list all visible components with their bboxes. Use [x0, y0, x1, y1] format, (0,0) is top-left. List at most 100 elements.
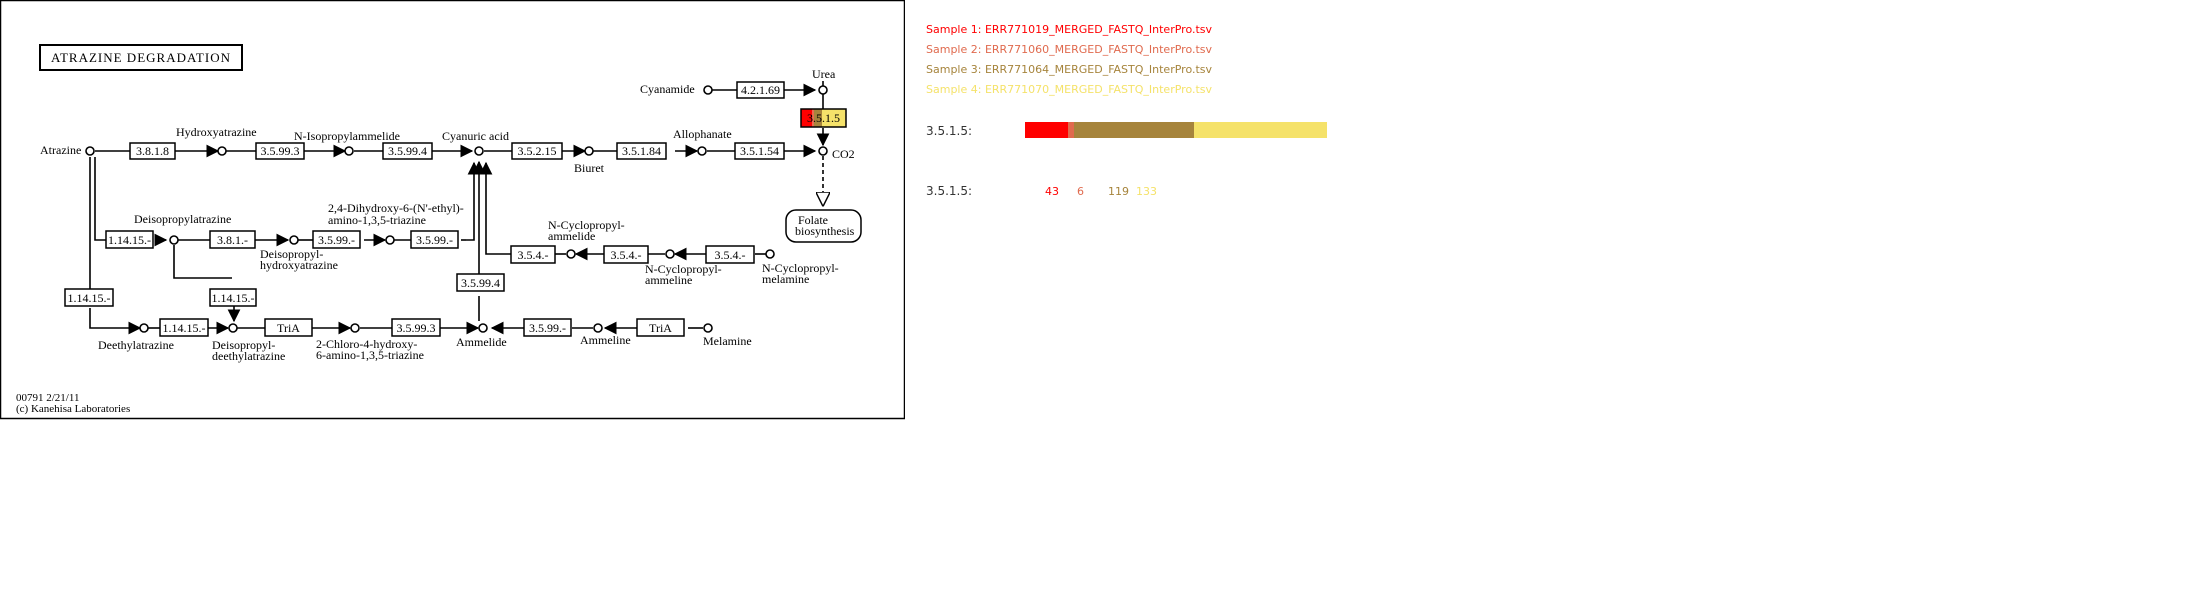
compound-ammeline[interactable]: [593, 323, 603, 333]
compound-labels: Atrazine Hydroxyatrazine N-Isopropylamme…: [40, 67, 855, 363]
label-deisopropylhydroxyatrazine-2: hydroxyatrazine: [260, 258, 338, 272]
label-cyanamide: Cyanamide: [640, 82, 695, 96]
compound-hydroxyatrazine[interactable]: [217, 146, 227, 156]
label-biuret: Biuret: [574, 161, 605, 175]
svg-text:3.5.2.15: 3.5.2.15: [518, 144, 557, 158]
label-ammelide: Ammelide: [456, 335, 507, 349]
svg-text:3.8.1.-: 3.8.1.-: [217, 233, 248, 247]
count-sample-1: 43: [1045, 185, 1059, 198]
enzyme-1-14-15-mid[interactable]: 1.14.15.-: [105, 230, 154, 249]
enzyme-tria-2[interactable]: TriA: [636, 318, 685, 337]
compound-co2[interactable]: [818, 146, 828, 156]
label-n-cyclopropylammeline-2: ammeline: [645, 273, 692, 287]
enzyme-boxes: 3.8.1.8 3.5.99.3 3.5.99.4 3.5.2.15 3.5.1…: [64, 81, 847, 337]
compound-cyanuric-acid[interactable]: [474, 146, 484, 156]
svg-text:3.5.4.-: 3.5.4.-: [518, 248, 549, 262]
label-n-cyclopropylammelide-1: N-Cyclopropyl-: [548, 218, 625, 232]
count-sample-3: 119: [1108, 185, 1129, 198]
abundance-bar-segment-sample-4: [1193, 122, 1327, 138]
compound-chloro-hydroxy-triazine[interactable]: [350, 323, 360, 333]
label-dihydroxy-1: 2,4-Dihydroxy-6-(N'-ethyl)-: [328, 201, 464, 215]
folate-biosynthesis-map-link[interactable]: Folate biosynthesis: [785, 209, 862, 243]
label-allophanate: Allophanate: [673, 127, 732, 141]
sample-1-label: Sample 1: ERR771019_MERGED_FASTQ_InterPr…: [926, 23, 1213, 36]
label-cyanuric-acid: Cyanuric acid: [442, 129, 509, 143]
compound-deisopropylhydroxyatrazine[interactable]: [289, 235, 299, 245]
enzyme-1-14-15-left[interactable]: 1.14.15.-: [64, 288, 114, 307]
enzyme-3-5-4-b[interactable]: 3.5.4.-: [603, 245, 649, 264]
highlight-segment-sample-2: [812, 109, 814, 127]
label-hydroxyatrazine: Hydroxyatrazine: [176, 125, 257, 139]
enzyme-3-5-99-3-top[interactable]: 3.5.99.3: [255, 142, 305, 160]
enzyme-3-5-1-5-highlighted[interactable]: 3.5.1.5: [800, 108, 847, 128]
copyright: (c) Kanehisa Laboratories: [16, 403, 130, 415]
highlight-segment-sample-1: [801, 109, 812, 127]
pathway-map: ATRAZINE DEGRADATION: [0, 0, 905, 420]
compound-allophanate[interactable]: [697, 146, 707, 156]
label-n-cyclopropylmelamine-2: melamine: [762, 272, 809, 286]
enzyme-1-14-15-bot[interactable]: 1.14.15.-: [159, 318, 209, 337]
enzyme-4-2-1-69[interactable]: 4.2.1.69: [736, 81, 785, 99]
svg-text:TriA: TriA: [649, 321, 672, 335]
compound-deethylatrazine[interactable]: [139, 323, 149, 333]
sample-2-label: Sample 2: ERR771060_MERGED_FASTQ_InterPr…: [926, 43, 1213, 56]
compound-n-isopropylammelide[interactable]: [344, 146, 354, 156]
label-ammeline: Ammeline: [580, 333, 631, 347]
svg-text:3.5.99.-: 3.5.99.-: [416, 233, 453, 247]
enzyme-3-5-4-a[interactable]: 3.5.4.-: [510, 245, 556, 264]
compound-biuret[interactable]: [584, 146, 594, 156]
enzyme-3-5-99-4-top[interactable]: 3.5.99.4: [382, 142, 433, 160]
svg-text:3.5.4.-: 3.5.4.-: [611, 248, 642, 262]
svg-text:3.5.99.4: 3.5.99.4: [388, 144, 427, 158]
compound-deisopropylatrazine[interactable]: [169, 235, 179, 245]
label-deisopropyldeethylatrazine-1: Deisopropyl-: [212, 338, 275, 352]
enzyme-3-5-99-a[interactable]: 3.5.99.-: [312, 230, 361, 249]
abundance-bar-segment-sample-3: [1074, 122, 1194, 138]
enzyme-3-5-1-54[interactable]: 3.5.1.54: [734, 142, 785, 160]
compound-cyanamide[interactable]: [703, 85, 713, 95]
label-deisopropyldeethylatrazine-2: deethylatrazine: [212, 349, 285, 363]
enzyme-3-5-2-15[interactable]: 3.5.2.15: [511, 142, 563, 160]
compound-n-cyclopropylmelamine[interactable]: [765, 249, 775, 259]
compound-nodes: [85, 85, 828, 333]
svg-text:3.5.99.3: 3.5.99.3: [397, 321, 436, 335]
enzyme-3-5-99-b[interactable]: 3.5.99.-: [410, 230, 459, 249]
label-co2: CO2: [832, 147, 855, 161]
label-chloro-1: 2-Chloro-4-hydroxy-: [316, 337, 417, 351]
label-n-cyclopropylammeline-1: N-Cyclopropyl-: [645, 262, 722, 276]
enzyme-3-8-1-8[interactable]: 3.8.1.8: [129, 142, 176, 160]
enzyme-3-8-1[interactable]: 3.8.1.-: [209, 230, 256, 249]
compound-n-cyclopropylammelide[interactable]: [566, 249, 576, 259]
count-sample-2: 6: [1077, 185, 1084, 198]
svg-text:1.14.15.-: 1.14.15.-: [68, 291, 111, 305]
enzyme-3-5-4-c[interactable]: 3.5.4.-: [705, 245, 755, 264]
count-sample-4: 133: [1136, 185, 1157, 198]
enzyme-3-5-99-bot[interactable]: 3.5.99.-: [523, 318, 572, 337]
abundance-bar-segment-sample-2: [1068, 122, 1075, 138]
enzyme-1-14-15-mid2[interactable]: 1.14.15.-: [209, 288, 257, 307]
label-deisopropylhydroxyatrazine-1: Deisopropyl-: [260, 247, 323, 261]
compound-n-cyclopropylammeline[interactable]: [665, 249, 675, 259]
label-n-isopropylammelide: N-Isopropylammelide: [294, 129, 400, 143]
svg-text:3.5.99.4: 3.5.99.4: [461, 276, 500, 290]
reaction-lines: [89, 81, 823, 335]
svg-text:3.5.1.54: 3.5.1.54: [740, 144, 779, 158]
abundance-bar-segment-sample-1: [1025, 122, 1069, 138]
svg-text:Folate: Folate: [798, 213, 828, 227]
svg-text:1.14.15.-: 1.14.15.-: [108, 233, 151, 247]
compound-atrazine[interactable]: [85, 146, 95, 156]
compound-urea[interactable]: [818, 85, 828, 95]
compound-dihydroxy-triazine[interactable]: [385, 235, 395, 245]
compound-deisopropyldeethylatrazine[interactable]: [228, 323, 238, 333]
enzyme-3-5-99-3-bot[interactable]: 3.5.99.3: [391, 318, 441, 337]
enzyme-tria-1[interactable]: TriA: [264, 318, 313, 337]
enzyme-3-5-99-4-mid[interactable]: 3.5.99.4: [456, 273, 505, 292]
bar-row-label: 3.5.1.5:: [926, 124, 973, 138]
svg-text:3.5.99.3: 3.5.99.3: [261, 144, 300, 158]
svg-text:3.5.1.5: 3.5.1.5: [807, 111, 840, 125]
svg-text:4.2.1.69: 4.2.1.69: [741, 83, 780, 97]
compound-melamine[interactable]: [703, 323, 713, 333]
compound-ammelide[interactable]: [478, 323, 488, 333]
sample-4-label: Sample 4: ERR771070_MERGED_FASTQ_InterPr…: [926, 83, 1213, 96]
enzyme-3-5-1-84[interactable]: 3.5.1.84: [616, 142, 667, 160]
